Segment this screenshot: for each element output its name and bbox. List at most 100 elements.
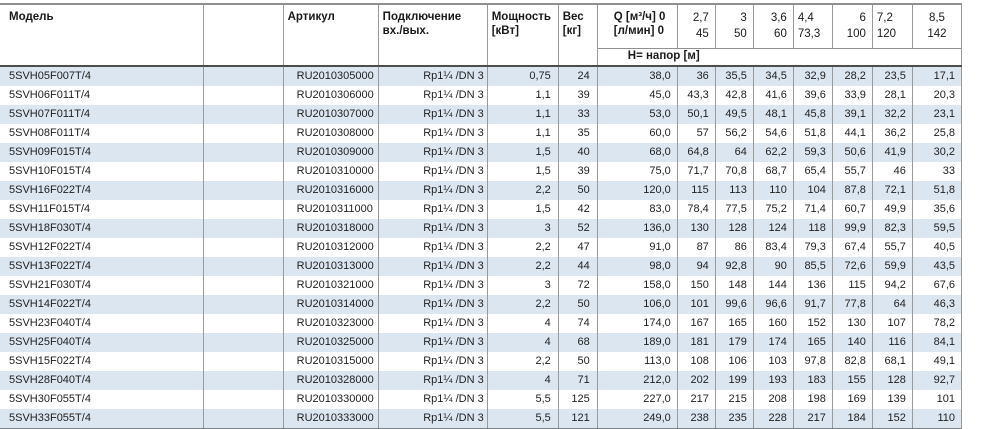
head-value-cell-4: 87,8 [832,181,873,200]
head-at-q0-cell: 38,0 [597,66,678,86]
weight-cell: 125 [558,390,598,409]
connection-cell: Rp1¼ /DN 3 [378,86,488,105]
article-cell: RU2010313000 [283,257,379,276]
article-cell: RU2010306000 [283,86,379,105]
connection-cell: Rp1¼ /DN 3 [378,371,488,390]
spacer-cell [203,352,284,371]
head-value-cell-4: 28,2 [832,66,873,86]
table-row: 5SVH06F011T/4 RU2010306000 Rp1¼ /DN 3 1,1 39… [0,86,963,105]
col-header-flow-5: 7,2 120 [872,4,913,49]
power-cell: 1,5 [487,162,559,181]
weight-cell: 24 [558,66,598,86]
spacer-cell [203,371,284,390]
model-cell: 5SVH09F015T/4 [0,143,204,162]
table-row: 5SVH23F040T/4 RU2010323000 Rp1¼ /DN 3 4 74 17… [0,314,963,333]
head-value-cell-5: 46 [872,162,913,181]
head-at-q0-cell: 106,0 [597,295,678,314]
head-value-cell-1: 42,8 [715,86,754,105]
spacer-cell [203,66,284,86]
head-at-q0-cell: 158,0 [597,276,678,295]
power-cell: 2,2 [487,257,559,276]
article-cell: RU2010311000 [283,200,379,219]
col-header-flow-rate: Q [м³/ч] 0 [л/мин] 0 [597,4,678,49]
head-value-cell-0: 101 [677,295,716,314]
spacer-cell [203,238,284,257]
head-value-cell-0: 108 [677,352,716,371]
head-value-cell-6: 40,5 [912,238,963,257]
head-value-cell-2: 160 [753,314,794,333]
spacer-cell [203,257,284,276]
weight-cell: 52 [558,219,598,238]
head-at-q0-cell: 53,0 [597,105,678,124]
table-row: 5SVH05F007T/4 RU2010305000 Rp1¼ /DN 3 0,75 2… [0,66,963,86]
head-value-cell-1: 113 [715,181,754,200]
head-value-cell-6: 78,2 [912,314,963,333]
head-value-cell-6: 46,3 [912,295,963,314]
head-value-cell-3: 198 [793,390,833,409]
weight-cell: 72 [558,276,598,295]
col-header-connection: Подключение вх./вых. [378,4,488,66]
head-value-cell-6: 30,2 [912,143,963,162]
article-cell: RU2010309000 [283,143,379,162]
article-cell: RU2010321000 [283,276,379,295]
head-value-cell-3: 39,6 [793,86,833,105]
col-header-connection-line1: Подключение [382,11,462,23]
col-header-spacer [203,4,284,66]
head-at-q0-cell: 212,0 [597,371,678,390]
weight-cell: 44 [558,257,598,276]
model-cell: 5SVH12F022T/4 [0,238,204,257]
head-at-q0-cell: 68,0 [597,143,678,162]
power-cell: 3 [487,219,559,238]
table-body: 5SVH05F007T/4 RU2010305000 Rp1¼ /DN 3 0,75 2… [0,66,963,429]
table-row: 5SVH30F055T/4 RU2010330000 Rp1¼ /DN 3 5,5 12… [0,390,963,409]
connection-cell: Rp1¼ /DN 3 [378,200,488,219]
power-cell: 3 [487,276,559,295]
weight-cell: 33 [558,105,598,124]
head-value-cell-1: 35,5 [715,66,754,86]
head-value-cell-5: 28,1 [872,86,913,105]
power-cell: 4 [487,371,559,390]
model-cell: 5SVH06F011T/4 [0,86,204,105]
head-value-cell-0: 78,4 [677,200,716,219]
col-header-flow-4: 6 100 [832,4,873,49]
spacer-cell [203,409,284,429]
head-value-cell-3: 51,8 [793,124,833,143]
weight-cell: 40 [558,143,598,162]
spacer-cell [203,219,284,238]
col-header-q-m3h: Q [м³/ч] 0 [613,11,666,23]
head-value-cell-0: 115 [677,181,716,200]
power-cell: 4 [487,333,559,352]
table-row: 5SVH13F022T/4 RU2010313000 Rp1¼ /DN 3 2,2 44… [0,257,963,276]
head-value-cell-6: 67,6 [912,276,963,295]
spacer-cell [203,86,284,105]
head-value-cell-1: 235 [715,409,754,429]
head-value-cell-2: 110 [753,181,794,200]
model-cell: 5SVH21F030T/4 [0,276,204,295]
article-cell: RU2010325000 [283,333,379,352]
head-value-cell-2: 124 [753,219,794,238]
head-value-cell-3: 183 [793,371,833,390]
power-cell: 2,2 [487,295,559,314]
head-value-cell-2: 144 [753,276,794,295]
head-at-q0-cell: 189,0 [597,333,678,352]
head-value-cell-5: 128 [872,371,913,390]
model-cell: 5SVH11F015T/4 [0,200,204,219]
head-value-cell-6: 25,8 [912,124,963,143]
head-value-cell-2: 228 [753,409,794,429]
head-value-cell-4: 67,4 [832,238,873,257]
head-value-cell-6: 84,1 [912,333,963,352]
head-at-q0-cell: 98,0 [597,257,678,276]
head-value-cell-4: 99,9 [832,219,873,238]
col-header-q-lmin: [л/мин] 0 [613,25,665,37]
table-row: 5SVH07F011T/4 RU2010307000 Rp1¼ /DN 3 1,1 33… [0,105,963,124]
col-header-flow-1: 3 50 [715,4,754,49]
spacer-cell [203,143,284,162]
table-row: 5SVH18F030T/4 RU2010318000 Rp1¼ /DN 3 3 52 13… [0,219,963,238]
col-header-flow-3: 4,4 73,3 [793,4,833,49]
head-at-q0-cell: 45,0 [597,86,678,105]
head-value-cell-0: 167 [677,314,716,333]
head-value-cell-5: 152 [872,409,913,429]
spacer-cell [203,333,284,352]
table-row: 5SVH25F040T/4 RU2010325000 Rp1¼ /DN 3 4 68 18… [0,333,963,352]
head-value-cell-6: 43,5 [912,257,963,276]
